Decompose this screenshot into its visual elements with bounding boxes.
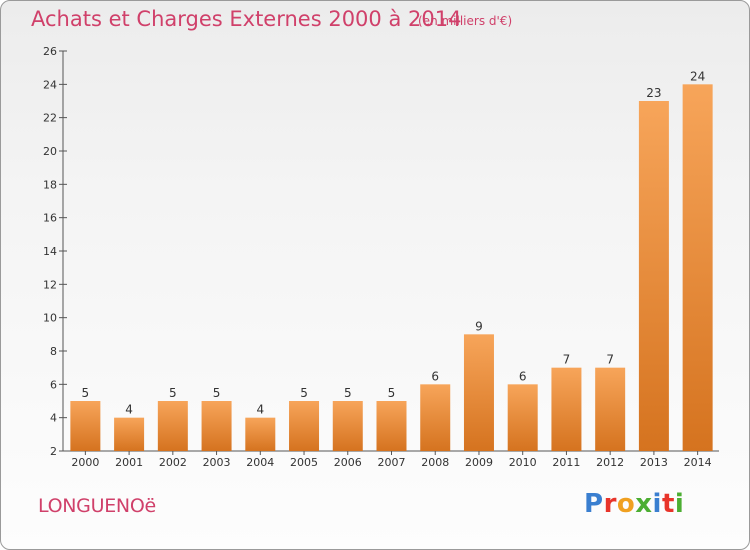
data-label: 7: [606, 353, 614, 367]
x-tick-label: 2014: [684, 456, 712, 469]
data-label: 5: [82, 386, 90, 400]
bar: [638, 101, 669, 451]
y-tick-label: 6: [50, 378, 57, 391]
y-tick-label: 10: [43, 312, 57, 325]
bar: [201, 401, 232, 451]
x-tick-label: 2009: [465, 456, 493, 469]
data-label: 24: [690, 69, 705, 83]
logo-letter: o: [616, 489, 636, 519]
y-tick-label: 14: [43, 245, 57, 258]
bar: [332, 401, 363, 451]
bar: [114, 417, 145, 451]
bar: [682, 84, 713, 451]
y-tick-label: 8: [50, 345, 57, 358]
x-tick-label: 2008: [421, 456, 449, 469]
x-tick-label: 2012: [596, 456, 624, 469]
x-tick-label: 2013: [640, 456, 668, 469]
bar: [551, 367, 582, 451]
data-label: 5: [213, 386, 221, 400]
y-tick-label: 16: [43, 212, 57, 225]
bar: [157, 401, 188, 451]
y-tick-label: 22: [43, 112, 57, 125]
bar: [70, 401, 101, 451]
x-tick-label: 2007: [378, 456, 406, 469]
y-tick-label: 12: [43, 278, 57, 291]
chart-bars: 5 4 5 5 4 5 5 5 6 9 6 7 7 23 24: [70, 69, 713, 451]
x-tick-label: 2005: [290, 456, 318, 469]
logo-letter: P: [584, 489, 604, 519]
y-tick-label: 4: [50, 412, 57, 425]
bar: [376, 401, 407, 451]
y-tick-label: 24: [43, 78, 57, 91]
data-label: 4: [125, 403, 133, 417]
data-label: 7: [563, 353, 571, 367]
y-tick-label: 20: [43, 145, 57, 158]
bar: [507, 384, 538, 451]
logo-letter: r: [603, 489, 617, 519]
data-label: 5: [344, 386, 352, 400]
logo-letter: x: [635, 489, 653, 519]
x-tick-label: 2010: [509, 456, 537, 469]
x-tick-label: 2001: [115, 456, 143, 469]
data-label: 6: [519, 369, 527, 383]
data-label: 5: [300, 386, 308, 400]
x-tick-label: 2004: [246, 456, 274, 469]
y-tick-label: 2: [50, 445, 57, 458]
logo-letter: t: [661, 489, 675, 519]
chart-unit: (en milliers d'€): [418, 14, 513, 28]
proxiti-logo[interactable]: Proxiti: [584, 489, 684, 519]
bar: [420, 384, 451, 451]
data-label: 6: [431, 369, 439, 383]
bar: [595, 367, 626, 451]
x-tick-label: 2003: [203, 456, 231, 469]
y-tick-label: 26: [43, 45, 57, 58]
bar: [463, 334, 494, 451]
x-tick-label: 2011: [552, 456, 580, 469]
data-label: 9: [475, 319, 483, 333]
logo-letter: i: [652, 489, 662, 519]
data-label: 5: [169, 386, 177, 400]
x-tick-label: 2002: [159, 456, 187, 469]
data-label: 23: [646, 86, 661, 100]
y-tick-label: 18: [43, 178, 57, 191]
data-label: 5: [388, 386, 396, 400]
bar: [289, 401, 320, 451]
place-name: LONGUENOë: [38, 495, 156, 517]
bar: [245, 417, 276, 451]
x-tick-label: 2000: [71, 456, 99, 469]
data-label: 4: [256, 403, 264, 417]
chart-title: Achats et Charges Externes 2000 à 2014: [31, 7, 462, 31]
logo-letter: i: [674, 489, 685, 519]
x-tick-label: 2006: [334, 456, 362, 469]
